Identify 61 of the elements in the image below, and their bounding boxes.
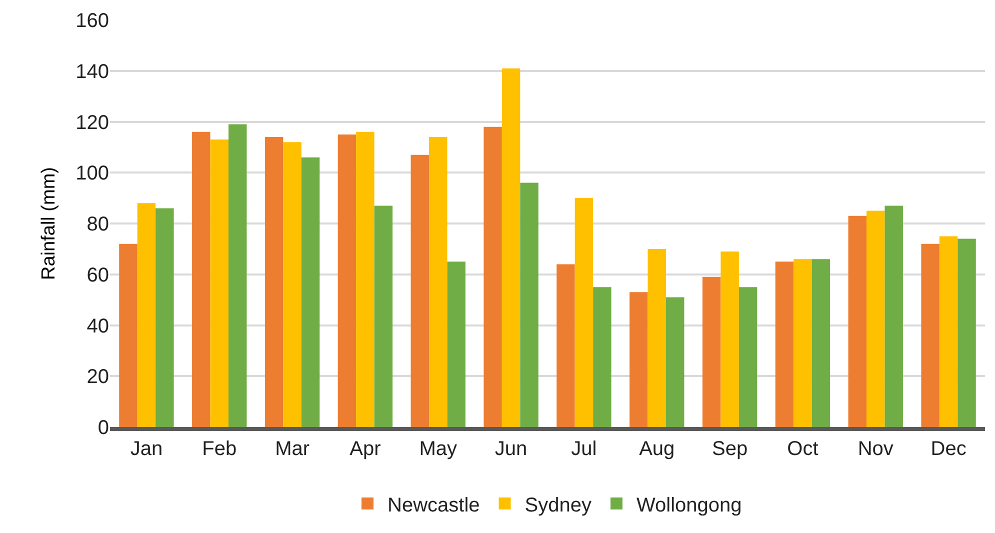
- x-tick-label: May: [419, 438, 458, 460]
- y-tick-label: 140: [76, 60, 109, 83]
- bar: [648, 248, 666, 427]
- bar: [356, 132, 374, 427]
- bar: [738, 287, 758, 427]
- bar: [848, 216, 867, 427]
- x-tick-label: Jul: [571, 438, 597, 460]
- bar: [137, 203, 156, 427]
- bar: [574, 198, 594, 427]
- bar: [447, 262, 466, 427]
- bar: [283, 142, 302, 427]
- bar: [958, 238, 976, 427]
- x-tick-label: Oct: [787, 438, 819, 460]
- y-tick-label: 60: [86, 264, 109, 286]
- bar: [866, 210, 885, 427]
- bar: [210, 140, 228, 427]
- y-tick-label: 0: [98, 417, 109, 439]
- bar: [794, 259, 812, 427]
- y-tick-label: 20: [86, 366, 109, 388]
- bar: [666, 297, 684, 427]
- bar: [502, 68, 520, 427]
- legend-label: Newcastle: [388, 494, 480, 516]
- bar: [429, 137, 448, 427]
- x-tick-label: Jun: [494, 438, 528, 460]
- bar: [156, 208, 174, 427]
- bar: [374, 206, 393, 427]
- bar: [921, 244, 940, 427]
- legend-label: Sydney: [524, 494, 592, 516]
- y-tick-label: 160: [76, 10, 109, 32]
- bar: [520, 182, 538, 427]
- bar: [192, 132, 210, 427]
- bar: [338, 134, 356, 427]
- bar: [702, 276, 721, 427]
- x-tick-label: Feb: [202, 438, 237, 460]
- x-tick-label: Jan: [130, 438, 163, 460]
- bar: [484, 126, 502, 427]
- bar: [775, 262, 794, 427]
- bar: [301, 157, 320, 427]
- bar: [939, 236, 958, 427]
- legend-label: Wollongong: [636, 494, 742, 516]
- bar: [556, 264, 575, 427]
- bar: [884, 206, 903, 427]
- x-tick-label: Apr: [350, 438, 382, 460]
- y-tick-label: 40: [86, 315, 109, 338]
- y-axis-title: Rainfall (mm): [38, 167, 60, 280]
- bar: [410, 154, 430, 427]
- bar: [630, 292, 648, 427]
- bar: [264, 137, 284, 427]
- y-tick-label: 120: [76, 112, 109, 134]
- bar: [119, 244, 138, 427]
- y-tick-label: 100: [76, 162, 109, 185]
- bar: [720, 251, 739, 427]
- x-tick-label: Aug: [639, 438, 675, 460]
- x-tick-label: Sep: [712, 438, 748, 460]
- bar: [593, 287, 612, 427]
- bar: [228, 124, 247, 427]
- y-tick-label: 80: [86, 214, 109, 236]
- x-tick-label: Mar: [275, 438, 310, 460]
- x-tick-label: Dec: [930, 438, 966, 460]
- x-tick-label: Nov: [858, 438, 894, 460]
- bar: [812, 259, 830, 427]
